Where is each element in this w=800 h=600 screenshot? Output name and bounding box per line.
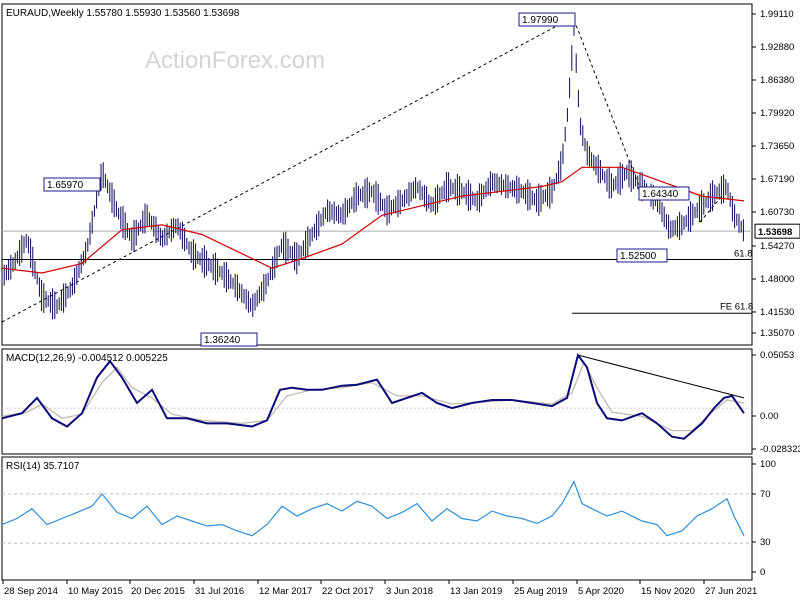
rsi-y-tick-label: 70 [760,489,771,500]
macd-trendline [577,354,745,399]
x-tick-label: 31 Jul 2016 [195,586,244,597]
price-annotation-label: 1.36240 [204,335,241,346]
price-y-tick-label: 1.48000 [760,274,794,285]
price-y-tick-label: 1.79920 [760,108,794,119]
current-price-label: 1.53698 [758,227,792,238]
price-annotation-box [200,332,258,347]
rsi-y-tick-label: 30 [760,537,771,548]
x-tick-label: 12 Mar 2017 [259,586,312,597]
macd-y-tick-label: 0.00 [760,411,779,422]
macd-y-tick-label: -0.028323 [760,444,800,455]
price-annotation-box [616,248,668,263]
x-tick-label: 27 Jun 2021 [705,586,757,597]
price-header-label: EURAUD,Weekly 1.55780 1.55930 1.53560 1.… [6,8,240,19]
price-y-tick-label: 1.54270 [760,241,794,252]
macd-header-label: MACD(12,26,9) -0.004512 0.005225 [6,353,168,364]
macd-signal-line [1,360,745,432]
panel-frame-macd [1,348,753,455]
rsi-y-tick-label: 0 [760,567,765,578]
x-tick-label: 28 Sep 2014 [4,586,58,597]
watermark-text: ActionForex.com [145,47,325,74]
price-bars [1,20,744,320]
x-tick-label: 10 May 2015 [68,586,123,597]
rsi-header-label: RSI(14) 35.7107 [6,461,80,472]
rsi-line [1,480,745,537]
x-tick-label: 15 Nov 2020 [641,586,695,597]
fib-61-8-label: 61.8 [734,249,753,260]
macd-y-tick-label: 0.05053 [760,350,794,361]
price-annotation-label: 1.97990 [522,15,559,26]
price-y-tick-label: 1.86380 [760,75,794,86]
panel-frame-rsi [1,456,753,581]
x-tick-label: 22 Oct 2017 [322,586,374,597]
rising-trendline [1,19,569,323]
current-price-tag [754,223,800,239]
macd-line [1,352,745,440]
x-tick-label: 3 Jun 2018 [386,586,433,597]
price-y-tick-label: 1.99110 [760,9,794,20]
price-y-tick-label: 1.73650 [760,141,794,152]
x-tick-label: 13 Jan 2019 [450,586,502,597]
rsi-y-tick-label: 100 [760,459,776,470]
fe-61-8-label: FE 61.8 [720,301,753,312]
price-annotation-box [638,186,690,201]
price-annotation-label: 1.65970 [47,180,84,191]
price-annotation-label: 1.52500 [620,251,657,262]
price-y-tick-label: 1.35070 [760,328,794,339]
x-tick-label: 20 Dec 2015 [131,586,185,597]
price-y-tick-label: 1.41530 [760,307,794,318]
price-annotation-box [43,177,101,192]
x-tick-label: 5 Apr 2020 [578,586,624,597]
price-y-tick-label: 1.92880 [760,42,794,53]
price-y-tick-label: 1.67190 [760,174,794,185]
price-annotation-box [518,12,576,27]
moving-average-line [1,166,745,274]
x-tick-label: 25 Aug 2019 [514,586,567,597]
price-y-tick-label: 1.60730 [760,207,794,218]
falling-trendline [573,19,641,189]
price-annotation-label: 1.64340 [642,189,679,200]
